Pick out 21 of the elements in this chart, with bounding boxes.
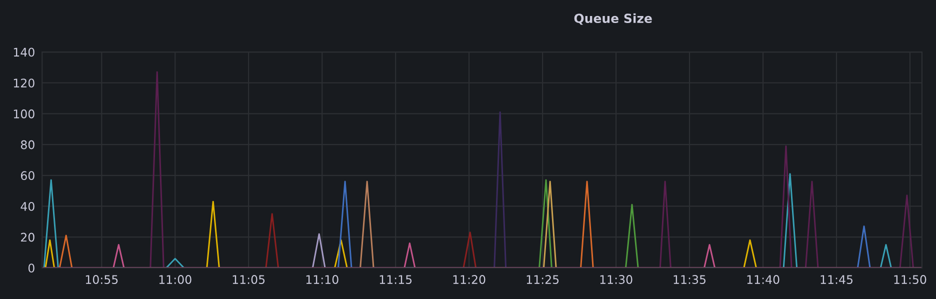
y-tick-label: 100 [14, 109, 34, 118]
y-tick-label: 40 [20, 202, 34, 211]
x-tick-label: 11:10 [306, 275, 338, 284]
x-tick-label: 11:35 [674, 275, 706, 284]
y-tick-label: 20 [21, 232, 34, 242]
x-tick-label: 11:15 [380, 275, 412, 284]
x-tick-label: 11:30 [600, 275, 632, 284]
y-tick-label: 0 [28, 264, 34, 273]
chart-title: Queue Size [574, 13, 652, 25]
y-tick-label: 120 [14, 78, 34, 88]
y-tick-label: 60 [20, 171, 34, 180]
x-tick-label: 11:45 [820, 275, 852, 284]
x-tick-label: 11:00 [159, 275, 192, 284]
x-tick-label: 11:50 [894, 275, 926, 284]
x-tick-label: 11:40 [747, 275, 780, 284]
y-tick-label: 140 [14, 48, 34, 57]
x-tick-label: 10:55 [86, 275, 118, 284]
x-tick-label: 11:20 [453, 275, 486, 284]
x-tick-label: 11:25 [526, 275, 559, 284]
y-tick-label: 80 [20, 140, 34, 150]
x-tick-label: 11:05 [232, 275, 265, 284]
